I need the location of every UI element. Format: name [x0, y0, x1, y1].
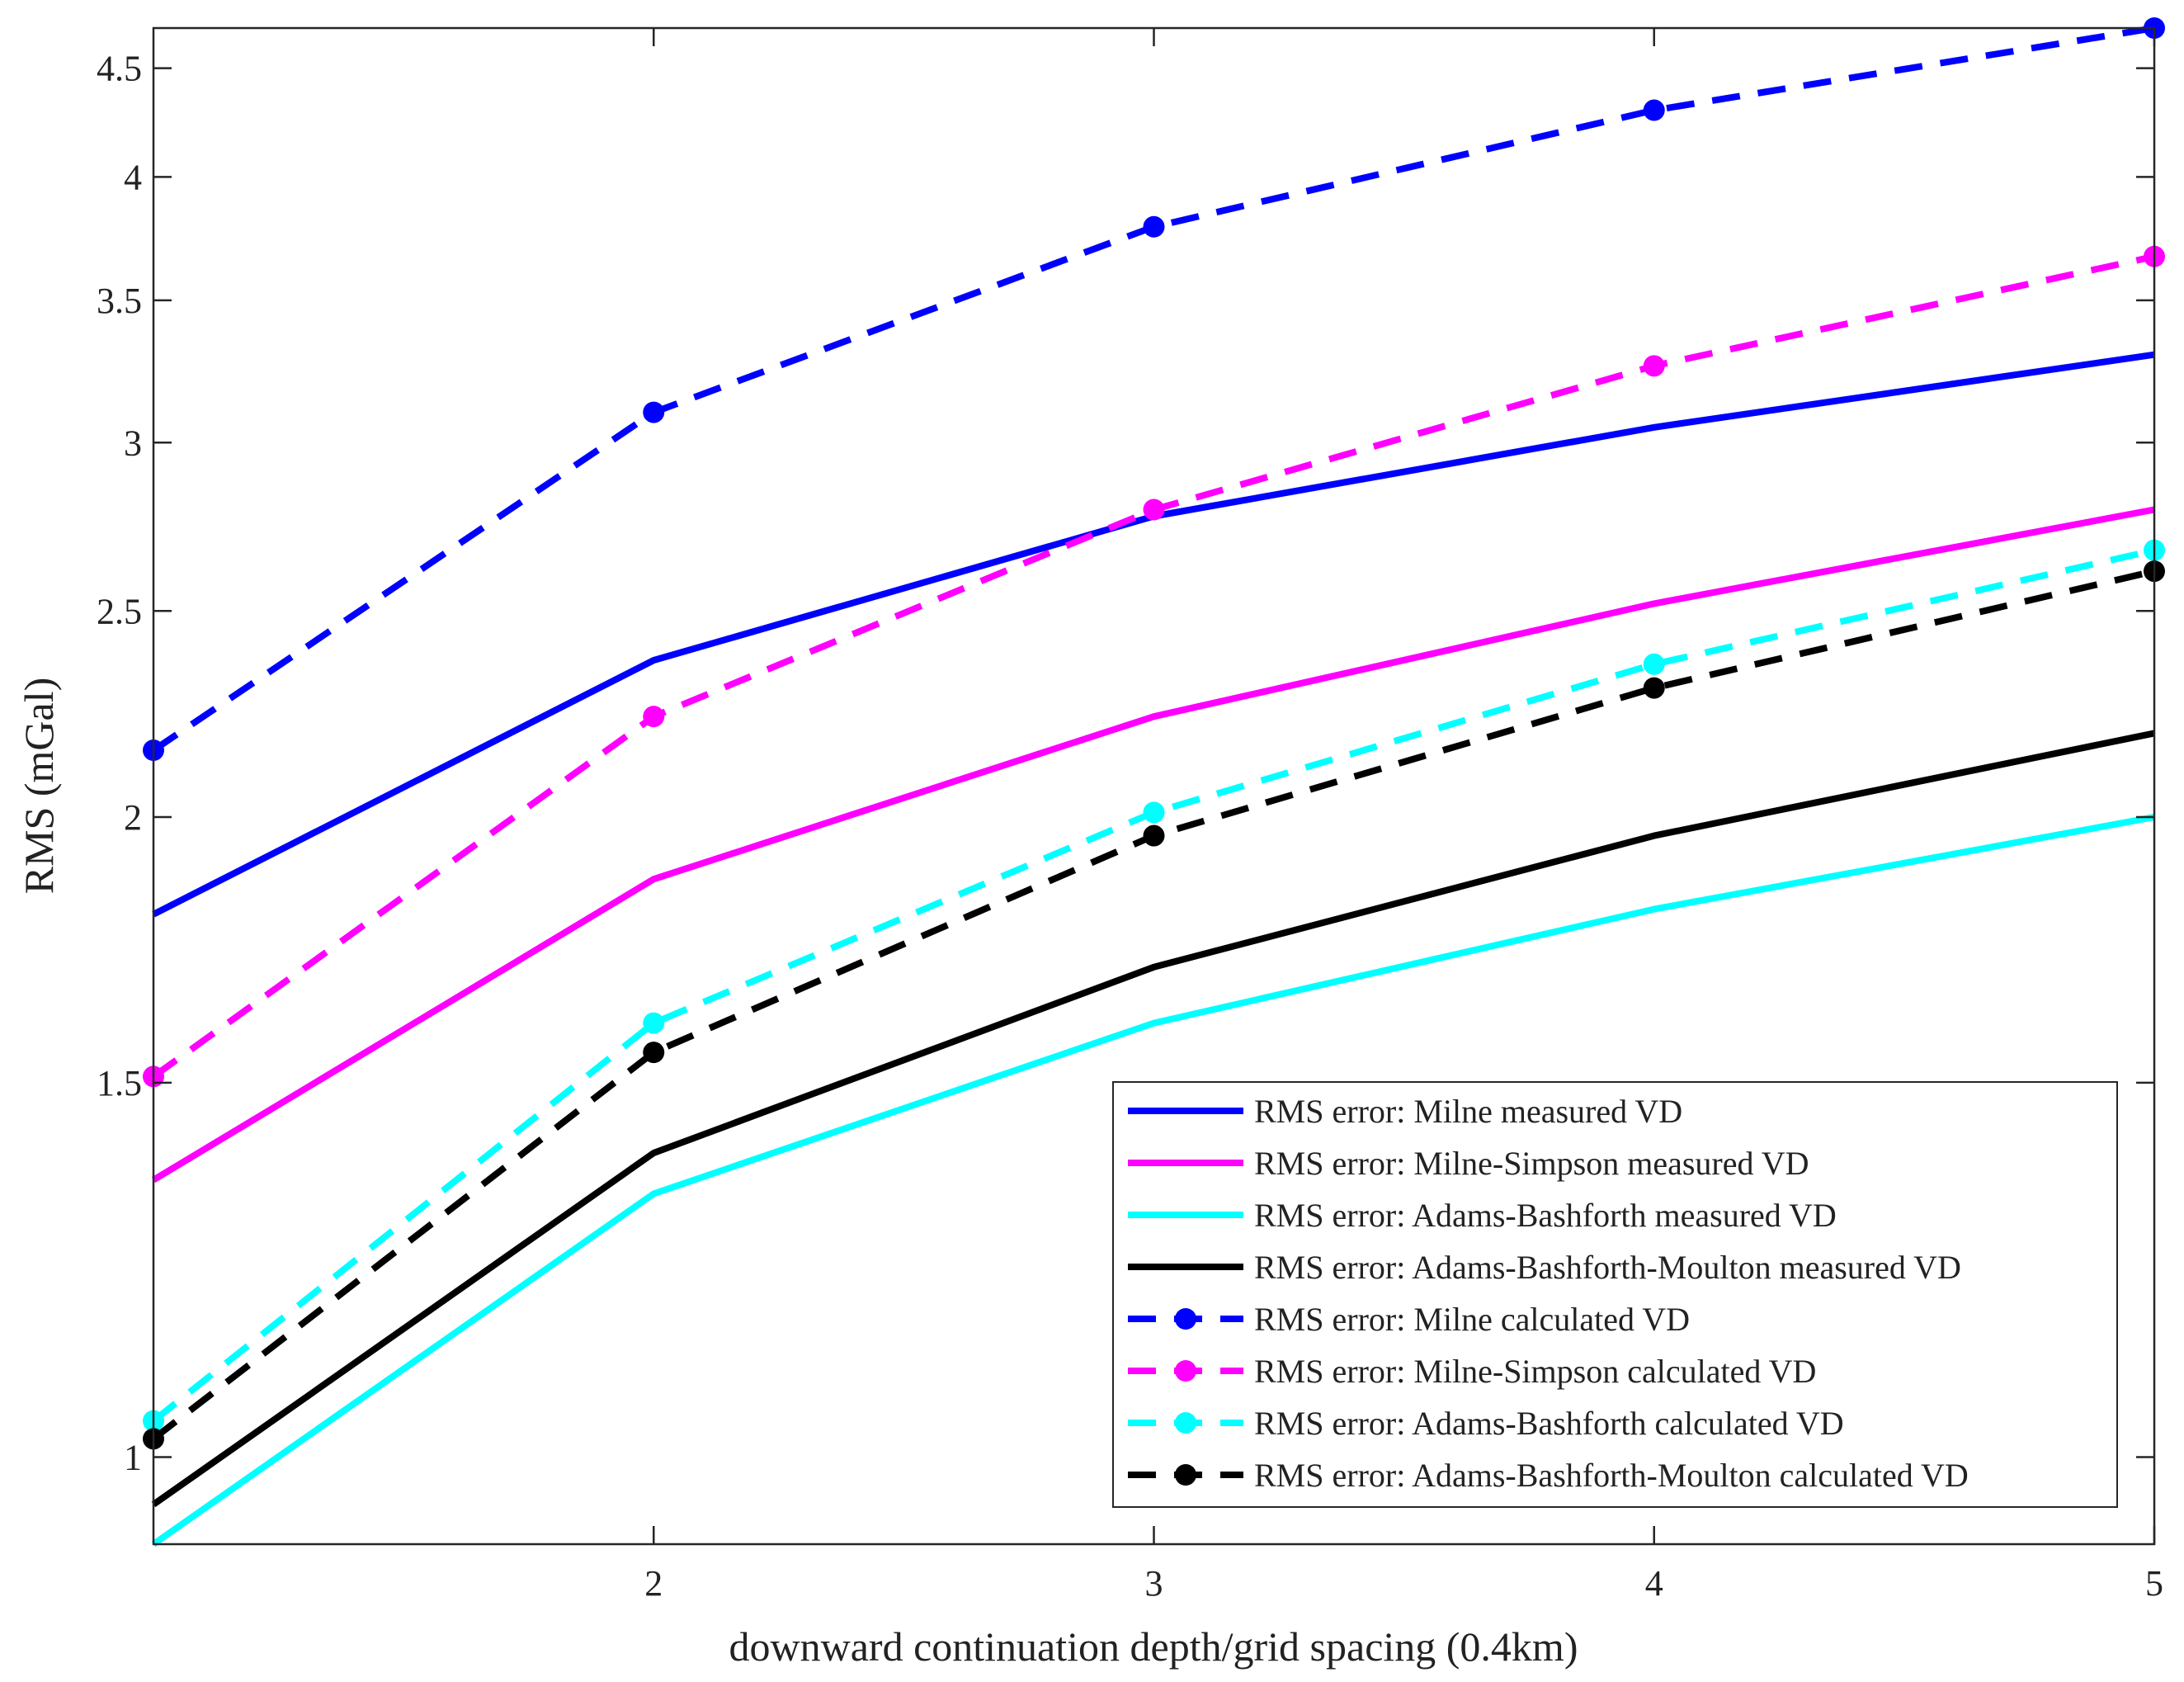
data-point-rms-error-milne-simpson-calculated-vd	[1643, 355, 1665, 377]
legend-marker-rms-error-adams-bashforth-moulton-calculated-vd	[1175, 1464, 1196, 1486]
data-point-rms-error-adams-bashforth-calculated-vd	[1143, 801, 1165, 824]
legend-label-rms-error-adams-bashforth-moulton-measured-vd: RMS error: Adams-Bashforth-Moulton measu…	[1254, 1249, 1961, 1286]
axis-ticks: 2 3 4 5 1 1.5 2 2.5 3 3.5 4 4.5	[97, 28, 2163, 1604]
y-tick-label: 3	[124, 423, 142, 463]
series-line-rms-error-adams-bashforth-measured-vd	[151, 814, 2155, 1547]
legend-label-rms-error-milne-simpson-calculated-vd: RMS error: Milne-Simpson calculated VD	[1254, 1353, 1816, 1390]
legend-label-rms-error-milne-calculated-vd: RMS error: Milne calculated VD	[1254, 1301, 1690, 1338]
x-axis-title: downward continuation depth/grid spacing…	[729, 1623, 1578, 1670]
data-point-rms-error-milne-calculated-vd	[643, 401, 665, 423]
series-line-rms-error-adams-bashforth-moulton-measured-vd	[151, 730, 2155, 1508]
legend-label-rms-error-milne-measured-vd: RMS error: Milne measured VD	[1254, 1093, 1682, 1130]
x-tick-label: 5	[2145, 1563, 2163, 1604]
data-point-rms-error-adams-bashforth-calculated-vd	[1643, 653, 1665, 675]
series-line-rms-error-milne-simpson-measured-vd	[151, 506, 2155, 1184]
legend-label-rms-error-adams-bashforth-moulton-calculated-vd: RMS error: Adams-Bashforth-Moulton calcu…	[1254, 1457, 1969, 1494]
y-tick-label: 4.5	[97, 49, 142, 89]
data-point-rms-error-milne-simpson-calculated-vd	[1143, 498, 1165, 521]
plot-area	[143, 17, 2165, 1547]
data-point-rms-error-milne-simpson-calculated-vd	[643, 706, 665, 728]
legend-label-rms-error-milne-simpson-measured-vd: RMS error: Milne-Simpson measured VD	[1254, 1145, 1809, 1182]
series-line-rms-error-milne-calculated-vd	[151, 25, 2155, 754]
legend: RMS error: Milne measured VD RMS error: M…	[1112, 1081, 2118, 1508]
legend-label-rms-error-adams-bashforth-measured-vd: RMS error: Adams-Bashforth measured VD	[1254, 1197, 1837, 1234]
data-point-rms-error-milne-calculated-vd	[1143, 215, 1165, 238]
x-tick-label: 4	[1645, 1563, 1663, 1604]
data-point-rms-error-adams-bashforth-moulton-calculated-vd	[1643, 677, 1665, 699]
data-point-rms-error-adams-bashforth-moulton-calculated-vd	[643, 1042, 665, 1064]
y-tick-label: 1.5	[97, 1063, 142, 1103]
y-tick-label: 4	[124, 157, 142, 197]
legend-marker-rms-error-milne-calculated-vd	[1175, 1308, 1196, 1330]
y-tick-label: 1	[124, 1437, 142, 1477]
legend-label-rms-error-adams-bashforth-calculated-vd: RMS error: Adams-Bashforth calculated VD	[1254, 1405, 1844, 1442]
x-tick-label: 2	[644, 1563, 663, 1604]
legend-marker-rms-error-milne-simpson-calculated-vd	[1175, 1360, 1196, 1382]
x-tick-label: 3	[1145, 1563, 1163, 1604]
y-tick-label: 2	[124, 797, 142, 838]
y-axis-title: RMS (mGal)	[16, 678, 62, 895]
y-tick-label: 2.5	[97, 591, 142, 631]
y-tick-label: 3.5	[97, 281, 142, 321]
data-point-rms-error-milne-calculated-vd	[1643, 99, 1665, 121]
legend-marker-rms-error-adams-bashforth-calculated-vd	[1175, 1412, 1196, 1434]
data-point-rms-error-adams-bashforth-calculated-vd	[643, 1012, 665, 1034]
legend-box	[1112, 1081, 2118, 1508]
data-point-rms-error-adams-bashforth-moulton-calculated-vd	[1143, 824, 1165, 847]
